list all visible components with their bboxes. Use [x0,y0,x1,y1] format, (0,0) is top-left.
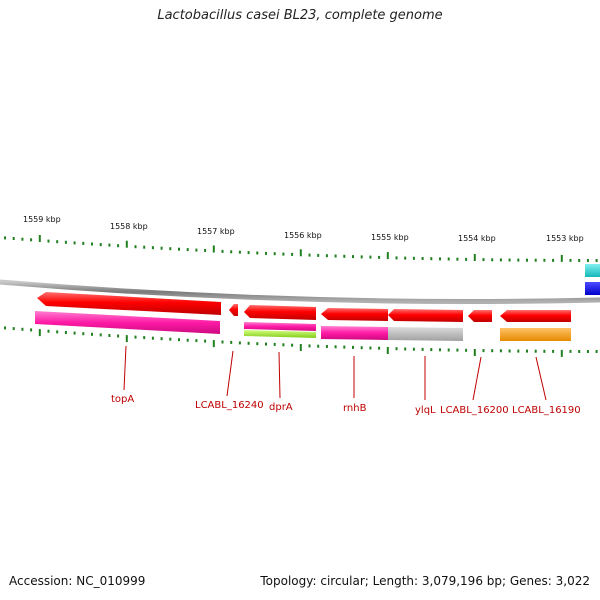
gene-labels: topA LCABL_16240 dprA rnhB ylqL LCABL_16… [111,394,581,416]
cds-ylqL[interactable] [388,309,463,322]
cog-track [35,311,571,341]
cog-LCABL_16190 [500,328,571,341]
gene-label-rnhB: rnhB [343,403,367,414]
gene-label-LCABL_16240: LCABL_16240 [195,400,264,411]
inner-tick-ring [4,326,598,357]
scale-label-1559: 1559 kbp [23,215,61,224]
cds-topA[interactable] [37,292,221,315]
cog-ylqL [388,327,463,341]
connector-LCABL_16240 [226,350,234,397]
scale-label-1555: 1555 kbp [371,233,409,242]
connector-dprA [278,351,281,399]
cds-LCABL_16190[interactable] [500,310,571,322]
feature-blue-partial [585,282,600,295]
scale-label-1556: 1556 kbp [284,231,322,240]
gene-label-dprA: dprA [269,402,293,413]
map-title: Lactobacillus casei BL23, complete genom… [157,8,443,23]
outer-tick-ring [4,235,598,262]
topology-text: Topology: circular; Length: 3,079,196 bp… [260,574,590,588]
gene-label-LCABL_16200: LCABL_16200 [440,405,509,416]
gene-label-LCABL_16190: LCABL_16190 [512,405,581,416]
connector-LCABL_16200 [472,356,482,401]
cog-topA [35,311,220,334]
label-connectors [123,345,547,401]
cds-dprA[interactable] [244,305,316,320]
cog-dprA-magenta [244,322,316,331]
scale-label-1553: 1553 kbp [546,234,584,243]
gene-label-topA: topA [111,394,134,405]
gene-label-ylqL: ylqL [415,405,436,416]
cog-dprA-green [244,330,316,338]
cog-rnhB [321,326,388,340]
scale-labels: 1559 kbp 1558 kbp 1557 kbp 1556 kbp 1555… [23,215,584,243]
scale-label-1554: 1554 kbp [458,234,496,243]
connector-topA [123,345,127,391]
cds-rnhB[interactable] [321,308,388,321]
accession-text: Accession: NC_010999 [9,574,146,588]
cds-track [37,292,571,322]
cds-LCABL_16240[interactable] [229,304,238,316]
cds-LCABL_16200[interactable] [468,310,492,322]
connector-LCABL_16190 [535,356,547,401]
scale-label-1557: 1557 kbp [197,227,235,236]
genome-backbone [0,279,600,305]
feature-cyan-partial [585,264,600,277]
scale-label-1558: 1558 kbp [110,222,148,231]
